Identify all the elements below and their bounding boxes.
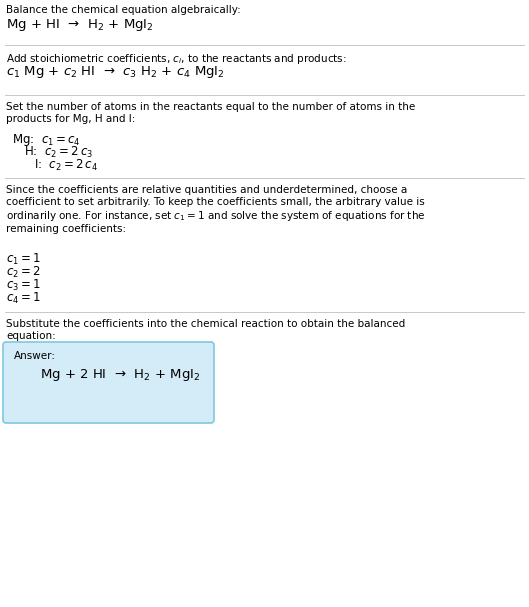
Text: Answer:: Answer: [14, 351, 56, 361]
Text: $c_4 = 1$: $c_4 = 1$ [6, 291, 41, 306]
Text: $c_1 = 1$: $c_1 = 1$ [6, 252, 41, 267]
Text: Mg:  $c_1 = c_4$: Mg: $c_1 = c_4$ [12, 132, 81, 148]
Text: Add stoichiometric coefficients, $c_i$, to the reactants and products:: Add stoichiometric coefficients, $c_i$, … [6, 52, 346, 66]
Text: $c_1$ Mg + $c_2$ HI  →  $c_3$ H$_2$ + $c_4$ MgI$_2$: $c_1$ Mg + $c_2$ HI → $c_3$ H$_2$ + $c_4… [6, 64, 225, 80]
Text: H:  $c_2 = 2\,c_3$: H: $c_2 = 2\,c_3$ [24, 145, 93, 160]
Text: Since the coefficients are relative quantities and underdetermined, choose a
coe: Since the coefficients are relative quan… [6, 185, 425, 234]
Text: Balance the chemical equation algebraically:: Balance the chemical equation algebraica… [6, 5, 241, 15]
Text: Mg + HI  →  H$_2$ + MgI$_2$: Mg + HI → H$_2$ + MgI$_2$ [6, 17, 154, 33]
FancyBboxPatch shape [3, 342, 214, 423]
Text: Set the number of atoms in the reactants equal to the number of atoms in the
pro: Set the number of atoms in the reactants… [6, 102, 415, 124]
Text: $c_3 = 1$: $c_3 = 1$ [6, 278, 41, 293]
Text: $c_2 = 2$: $c_2 = 2$ [6, 265, 41, 280]
Text: I:  $c_2 = 2\,c_4$: I: $c_2 = 2\,c_4$ [34, 158, 98, 173]
Text: Substitute the coefficients into the chemical reaction to obtain the balanced
eq: Substitute the coefficients into the che… [6, 319, 405, 341]
Text: Mg + 2 HI  →  H$_2$ + MgI$_2$: Mg + 2 HI → H$_2$ + MgI$_2$ [40, 367, 200, 383]
